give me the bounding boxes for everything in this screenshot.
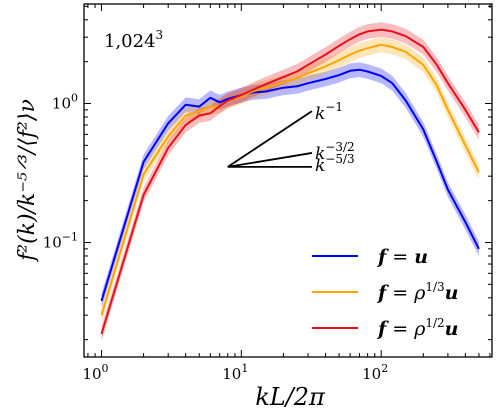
reference-slopes: k−1 k−3/2k−5/3 [227, 100, 355, 176]
y-axis-label: f²(k)/k⁻⁵ᐟ³/⟨f²⟩ν [15, 99, 40, 263]
band-series-2 [101, 37, 479, 323]
reference-label-1: k−1 [315, 100, 343, 124]
plot-frame [83, 3, 493, 358]
reference-label-3: k−5/3 [315, 152, 355, 176]
line-series-2 [100, 43, 480, 316]
reference-label-2: k−3/2 [315, 140, 355, 164]
series-lines [100, 28, 480, 335]
axes: 100 101 102 10−1 100 [43, 3, 493, 383]
reference-line-2 [227, 152, 313, 168]
line-series-3 [100, 28, 480, 335]
legend-label-1: f = u [376, 246, 428, 268]
legend: f = u f = ρ1/3u f = ρ1/2u [312, 246, 459, 340]
reference-line-1 [227, 110, 313, 168]
annotation-label: 1,0243 [104, 28, 163, 52]
legend-label-3: f = ρ1/2u [376, 316, 459, 340]
line-series-1 [100, 68, 480, 302]
y-tick-label: 10−1 [43, 230, 78, 251]
x-axis-label: kL/2π [255, 383, 326, 411]
legend-label-2: f = ρ1/3u [376, 280, 459, 304]
x-tick-label: 100 [82, 362, 108, 383]
x-tick-label: 102 [362, 362, 388, 383]
y-tick-label: 100 [52, 92, 78, 113]
x-tick-label: 101 [222, 362, 248, 383]
